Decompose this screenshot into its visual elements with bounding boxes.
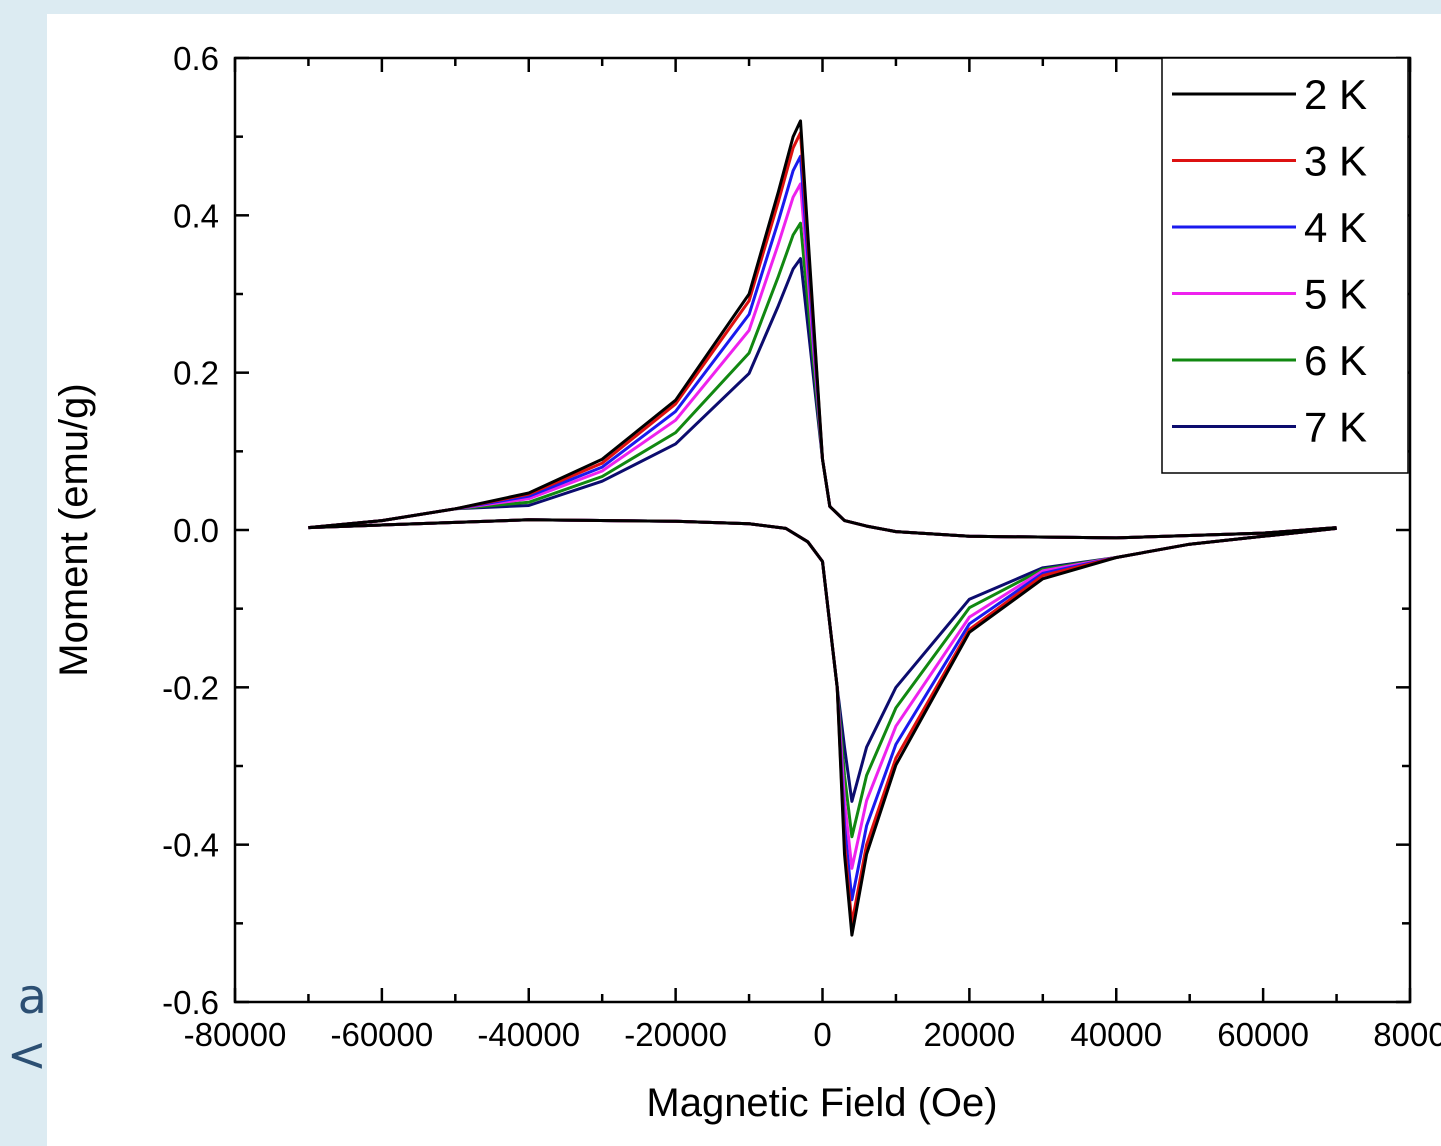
x-tick-label: 0 [813,1016,831,1053]
plot-marks [308,119,1337,937]
x-tick-label: -80000 [184,1016,287,1053]
x-axis-label: Magnetic Field (Oe) [646,1081,997,1125]
chart-panel: -80000 -60000 -40000 -20000 0 20000 40000 60000… [47,14,1441,1146]
series-line-3k-lower [308,518,1337,925]
legend-label: 6 K [1304,337,1367,384]
side-text-line-2: < [6,1027,47,1083]
x-tick-label: -40000 [477,1016,580,1053]
x-tick-label: 60000 [1217,1016,1309,1053]
x-tick-label: 8000 [1373,1016,1441,1053]
y-tick-label: -0.2 [162,669,219,706]
x-tick-label: 20000 [923,1016,1015,1053]
series-line-2k-lower [308,518,1337,937]
x-tick-label: -20000 [624,1016,727,1053]
legend-label: 7 K [1304,404,1367,451]
x-tick-label: 40000 [1070,1016,1162,1053]
axis-ticks: -80000 -60000 -40000 -20000 0 20000 40000 60000… [162,40,1441,1053]
y-tick-label: -0.4 [162,827,219,864]
legend-label: 3 K [1304,138,1367,185]
legend-box [1161,57,1409,474]
series-line-2k-upper [308,119,1337,540]
y-tick-label: 0.2 [173,355,219,392]
legend-label: 5 K [1304,271,1367,318]
y-tick-label: -0.6 [162,984,219,1021]
series-line-4k-lower [308,518,1337,902]
hysteresis-chart: -80000 -60000 -40000 -20000 0 20000 40000 60000… [52,40,1441,1125]
y-tick-label: 0.4 [173,197,219,234]
y-tick-label: 0.0 [173,512,219,549]
side-text-line-1: a [17,969,47,1025]
y-tick-label: 0.6 [173,40,219,77]
legend-label: 2 K [1304,71,1367,118]
x-tick-label: -60000 [330,1016,433,1053]
legend: 2 K 3 K 4 K 5 K 6 K 7 K [1161,57,1409,474]
legend-label: 4 K [1304,204,1367,251]
side-text: a < [0,968,47,1084]
y-axis-label: Moment (emu/g) [52,383,96,676]
